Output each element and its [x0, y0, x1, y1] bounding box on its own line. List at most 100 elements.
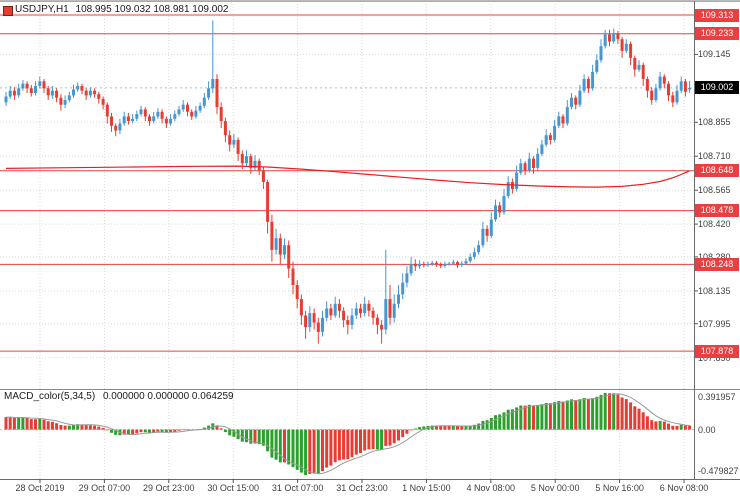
- macd-histogram-bar: [418, 427, 422, 430]
- candle-body: [468, 256, 472, 262]
- candle-body: [359, 308, 362, 314]
- candle-body: [612, 33, 616, 42]
- candle-body: [245, 156, 248, 164]
- macd-histogram-bar: [620, 397, 624, 430]
- macd-histogram-bar: [223, 429, 227, 432]
- macd-histogram-bar: [97, 426, 101, 430]
- macd-histogram-bar: [477, 423, 481, 430]
- candle-body: [388, 299, 392, 318]
- candle-body: [578, 90, 582, 105]
- candle-body: [574, 97, 578, 105]
- candle-body: [266, 182, 270, 222]
- candle-body: [287, 245, 291, 269]
- macd-histogram-bar: [586, 398, 590, 430]
- candle-body: [443, 264, 447, 266]
- macd-histogram-bar: [532, 405, 535, 430]
- candle-body: [38, 81, 42, 86]
- macd-histogram-bar: [375, 429, 379, 450]
- macd-histogram-bar: [21, 417, 25, 430]
- macd-histogram-bar: [164, 429, 168, 433]
- candle-body: [620, 39, 624, 51]
- candle-body: [8, 90, 12, 97]
- candle-body: [270, 221, 274, 250]
- candle-body: [249, 156, 253, 168]
- candle-body: [667, 83, 670, 96]
- macd-histogram-bar: [219, 428, 223, 430]
- macd-histogram-bar: [350, 429, 354, 458]
- candle-body: [181, 104, 185, 110]
- candle-body: [371, 310, 375, 318]
- candle-body: [616, 33, 620, 40]
- candle-body: [494, 205, 497, 220]
- candle-body: [679, 81, 683, 91]
- candle-body: [337, 303, 341, 311]
- candle-body: [384, 299, 388, 330]
- candle-body: [658, 76, 662, 89]
- macd-histogram-bar: [278, 429, 282, 463]
- candle-body: [397, 294, 400, 304]
- macd-histogram-bar: [540, 404, 544, 430]
- candle-body: [333, 303, 337, 316]
- macd-histogram-bar: [624, 399, 628, 430]
- macd-histogram-bar: [553, 402, 557, 430]
- macd-histogram-bar: [266, 429, 270, 452]
- macd-histogram-bar: [342, 429, 346, 460]
- candle-body: [219, 107, 223, 122]
- candle-body: [198, 105, 202, 111]
- candle-body: [409, 264, 413, 274]
- macd-histogram-bar: [329, 429, 333, 466]
- candle-body: [608, 34, 611, 42]
- macd-histogram-bar: [460, 426, 464, 430]
- macd-histogram-bar: [295, 429, 299, 470]
- candle-body: [553, 125, 557, 140]
- candle-body: [228, 135, 232, 145]
- candle-body: [557, 116, 561, 126]
- macd-histogram-bar: [114, 429, 118, 435]
- macd-histogram-bar: [80, 424, 84, 430]
- macd-histogram-bar: [274, 429, 278, 460]
- candle-body: [367, 303, 371, 311]
- macd-histogram-bar: [371, 429, 375, 450]
- candle-body: [325, 308, 329, 318]
- macd-histogram-bar: [456, 426, 459, 430]
- candle-body: [570, 97, 573, 108]
- candle-body: [131, 118, 135, 122]
- macd-histogram-bar: [143, 429, 147, 433]
- macd-histogram-bar: [249, 429, 253, 444]
- candle-body: [143, 109, 147, 117]
- candle-body: [261, 170, 265, 182]
- macd-histogram-bar: [633, 406, 637, 430]
- candle-body: [519, 163, 523, 173]
- candle-body: [350, 315, 354, 325]
- candle-body: [342, 310, 346, 321]
- candle-body: [540, 144, 544, 154]
- candle-body: [637, 64, 641, 70]
- candle-body: [190, 111, 194, 117]
- candle-body: [88, 90, 92, 96]
- macd-histogram-bar: [683, 425, 687, 430]
- candle-body: [169, 118, 173, 124]
- macd-histogram-bar: [662, 421, 666, 430]
- macd-histogram-bar: [481, 420, 485, 430]
- indicator-name-label: MACD_color(5,34,5): [4, 391, 96, 402]
- candle-body: [477, 245, 481, 253]
- candle-body: [548, 135, 552, 140]
- macd-histogram-bar: [409, 429, 413, 431]
- macd-histogram-bar: [367, 429, 371, 450]
- candle-body: [329, 308, 333, 316]
- candle-body: [152, 116, 156, 122]
- macd-histogram-bar: [202, 427, 206, 430]
- moving-average-line[interactable]: [5, 165, 690, 188]
- macd-histogram-bar: [84, 425, 88, 430]
- candle-body: [34, 86, 37, 93]
- macd-histogram-bar: [548, 403, 552, 430]
- macd-histogram-bar: [527, 404, 531, 430]
- candle-body: [502, 196, 506, 213]
- macd-histogram-bar: [207, 425, 211, 430]
- candle-body: [194, 110, 198, 117]
- macd-histogram-bar: [59, 425, 63, 430]
- macd-histogram-bar: [392, 429, 396, 444]
- macd-histogram-bar: [50, 421, 54, 430]
- candle-body: [139, 109, 143, 115]
